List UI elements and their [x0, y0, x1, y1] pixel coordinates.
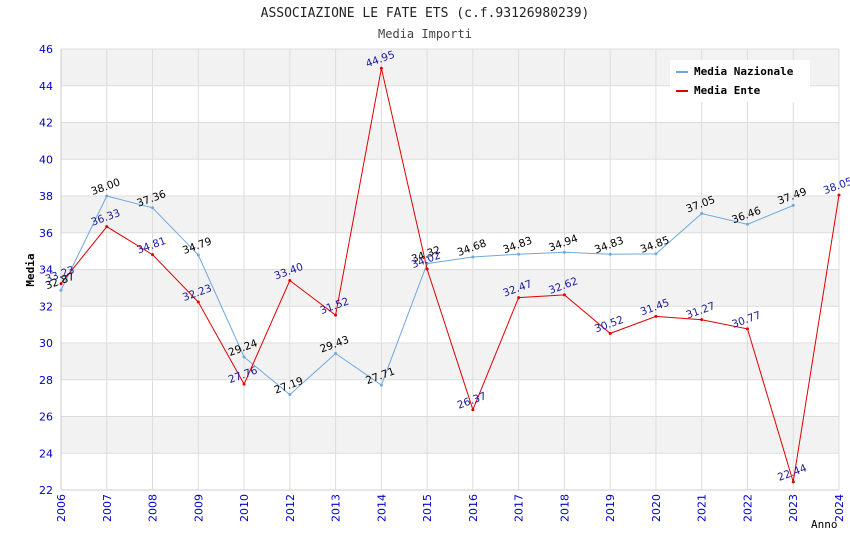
data-point: [517, 296, 521, 300]
legend-swatch-national: [676, 71, 688, 73]
data-point: [105, 194, 109, 198]
data-label: 34.83: [593, 235, 625, 257]
data-point: [471, 408, 475, 412]
x-tick-label: 2006: [55, 494, 68, 522]
data-point: [791, 203, 795, 207]
y-tick-label: 24: [39, 447, 53, 460]
data-point: [151, 253, 155, 257]
data-point: [517, 252, 521, 256]
axes: [60, 49, 839, 491]
series-line-1: [60, 68, 840, 483]
data-label: 26.37: [456, 390, 488, 412]
y-tick-label: 46: [39, 43, 53, 56]
data-label: 34.94: [547, 233, 580, 255]
x-tick-label: 2016: [467, 494, 480, 522]
data-point: [562, 293, 566, 297]
grid-band: [61, 122, 839, 160]
x-tick-label: 2023: [787, 494, 800, 522]
data-point: [379, 383, 383, 387]
data-point: [654, 314, 658, 318]
data-point: [334, 313, 338, 317]
data-label: 34.81: [135, 235, 167, 257]
legend-item-ente: Media Ente: [676, 84, 760, 98]
x-tick-label: 2020: [650, 494, 663, 522]
data-label: 34.83: [501, 235, 533, 257]
y-tick-label: 40: [39, 153, 53, 166]
y-tick-label: 28: [39, 374, 53, 387]
data-point: [562, 250, 566, 254]
data-point: [105, 225, 109, 229]
x-tick-label: 2024: [833, 494, 846, 522]
data-point: [288, 279, 292, 283]
legend-label-ente: Media Ente: [694, 84, 761, 97]
data-label: 34.68: [456, 237, 488, 259]
grid-band: [61, 343, 839, 380]
data-point: [379, 66, 383, 70]
data-point: [425, 267, 429, 271]
legend: Media Nazionale Media Ente: [670, 60, 810, 102]
data-point: [837, 193, 841, 197]
x-tick-label: 2017: [513, 494, 526, 522]
data-label: 34.85: [639, 234, 671, 256]
data-point: [242, 382, 246, 386]
legend-item-national: Media Nazionale: [676, 65, 793, 79]
data-point: [608, 331, 612, 335]
y-axis-label: Media: [24, 253, 37, 286]
data-point: [196, 300, 200, 304]
x-tick-label: 2010: [238, 494, 251, 522]
data-label: 38.05: [822, 175, 850, 197]
legend-swatch-ente: [676, 90, 688, 92]
data-point: [608, 252, 612, 256]
grid-band: [61, 196, 839, 233]
y-tick-label: 36: [39, 227, 53, 240]
data-point: [151, 206, 155, 210]
x-tick-label: 2008: [147, 494, 160, 522]
data-point: [654, 252, 658, 256]
grid-band: [61, 416, 839, 454]
data-point: [745, 327, 749, 331]
data-point: [59, 282, 63, 286]
x-tick-label: 2021: [696, 494, 709, 522]
y-tick-label: 42: [39, 117, 53, 130]
data-label: 38.00: [90, 176, 122, 198]
x-tick-label: 2014: [375, 494, 388, 522]
y-tick-label: 44: [39, 80, 53, 93]
x-tick-label: 2009: [192, 494, 205, 522]
legend-label-national: Media Nazionale: [694, 65, 794, 78]
data-point: [700, 211, 704, 215]
x-tick-label: 2019: [604, 494, 617, 522]
data-point: [791, 480, 795, 484]
data-point: [471, 255, 475, 259]
data-point: [334, 351, 338, 355]
grid-bands: [61, 49, 839, 454]
x-axis-label: Anno: [811, 518, 838, 531]
data-point: [59, 288, 63, 292]
data-point: [745, 222, 749, 226]
x-tick-label: 2022: [741, 494, 754, 522]
x-tick-label: 2012: [284, 494, 297, 522]
series-lines: [59, 66, 841, 484]
x-tick-labels: 2006 2007 2008 2009 2010 2012 2013 2014 2015 2016…: [55, 494, 846, 522]
chart-title: ASSOCIAZIONE LE FATE ETS (c.f.9312698023…: [260, 6, 590, 21]
data-point: [242, 355, 246, 359]
chart-subtitle: Media Importi: [378, 27, 472, 41]
grid-band: [61, 269, 839, 307]
y-tick-label: 30: [39, 337, 53, 350]
data-label: 30.77: [730, 309, 762, 331]
y-tick-labels: 22 24 26 28 30 32 34 36 38 40 42 44 46: [39, 43, 53, 497]
data-point: [288, 393, 292, 397]
x-tick-label: 2007: [101, 494, 114, 522]
y-tick-label: 32: [39, 300, 53, 313]
data-point: [700, 318, 704, 322]
x-tick-label: 2015: [421, 494, 434, 522]
y-tick-label: 38: [39, 190, 53, 203]
x-tick-label: 2013: [330, 494, 343, 522]
y-tick-label: 26: [39, 411, 53, 424]
data-point: [196, 253, 200, 257]
y-tick-label: 34: [39, 264, 53, 277]
x-tick-label: 2018: [558, 494, 571, 522]
y-tick-label: 22: [39, 484, 53, 497]
